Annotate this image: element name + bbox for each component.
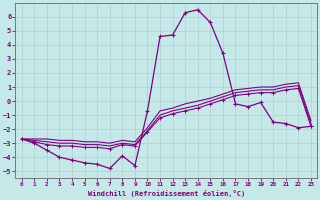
X-axis label: Windchill (Refroidissement éolien,°C): Windchill (Refroidissement éolien,°C) [88,190,245,197]
